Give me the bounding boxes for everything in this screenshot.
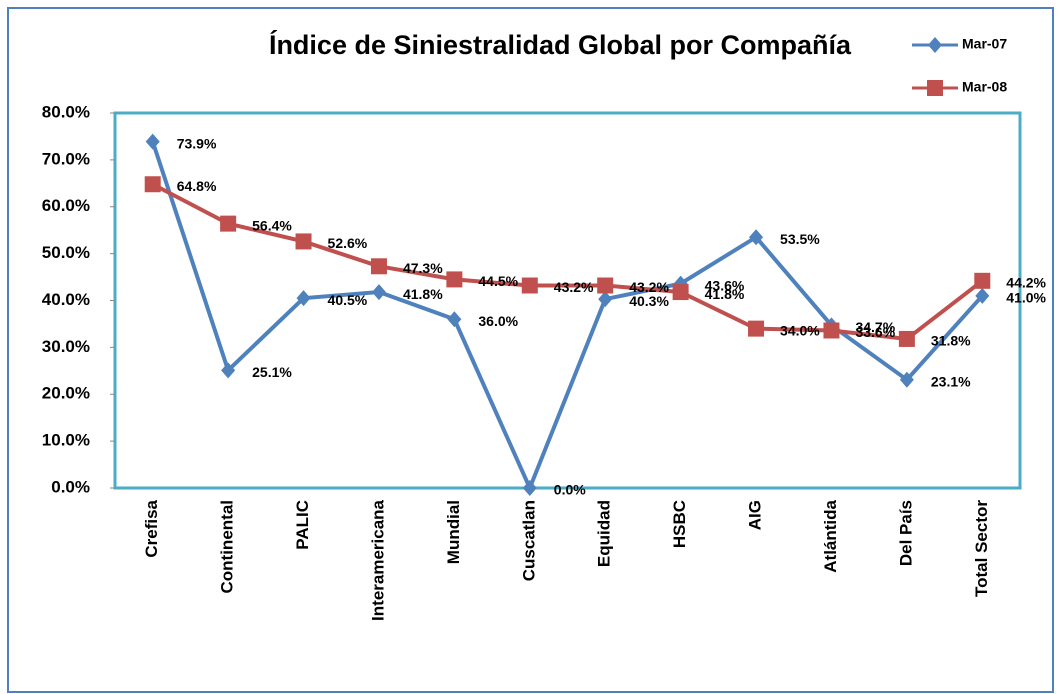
chart-title: Índice de Siniestralidad Global por Comp… bbox=[269, 29, 852, 60]
x-tick-label: AIG bbox=[746, 500, 765, 530]
data-label: 73.9% bbox=[177, 135, 217, 151]
data-point bbox=[522, 480, 537, 496]
data-label: 25.1% bbox=[252, 364, 292, 380]
data-label: 64.8% bbox=[177, 178, 217, 194]
y-tick-label: 20.0% bbox=[42, 384, 90, 403]
data-label: 43.6% bbox=[705, 277, 745, 293]
data-point bbox=[598, 291, 613, 308]
data-point bbox=[672, 284, 689, 301]
data-label: 40.3% bbox=[629, 293, 669, 309]
data-label: 43.2% bbox=[554, 279, 594, 295]
x-tick-label: Del País bbox=[896, 500, 915, 566]
data-label: 41.8% bbox=[705, 286, 745, 302]
data-point bbox=[597, 277, 614, 294]
data-point bbox=[521, 277, 538, 294]
data-point bbox=[446, 271, 463, 288]
series-line bbox=[150, 140, 984, 494]
x-tick-label: Interamericana bbox=[368, 499, 387, 620]
y-tick-label: 0.0% bbox=[51, 477, 90, 496]
data-label: 23.1% bbox=[931, 373, 971, 389]
data-point bbox=[144, 176, 161, 193]
y-tick-label: 50.0% bbox=[42, 243, 90, 262]
data-label: 41.8% bbox=[403, 286, 443, 302]
data-label: 52.6% bbox=[328, 235, 368, 251]
data-point bbox=[974, 272, 991, 289]
data-label: 0.0% bbox=[554, 482, 586, 498]
data-label: 31.8% bbox=[931, 333, 971, 349]
data-label: 41.0% bbox=[1006, 290, 1046, 306]
data-point bbox=[371, 284, 386, 301]
chart-frame bbox=[7, 7, 1054, 693]
data-point bbox=[145, 133, 160, 150]
x-tick-label: Continental bbox=[218, 500, 237, 594]
data-point bbox=[749, 229, 764, 246]
data-label: 53.5% bbox=[780, 231, 820, 247]
x-tick-label: Atlántida bbox=[821, 499, 840, 572]
legend-label: Mar-08 bbox=[962, 79, 1007, 95]
y-tick-label: 30.0% bbox=[42, 337, 90, 356]
data-point bbox=[975, 287, 990, 304]
data-label: 34.7% bbox=[855, 319, 895, 335]
series-line bbox=[151, 182, 984, 342]
x-tick-label: Total Sector bbox=[972, 500, 991, 597]
data-point bbox=[823, 322, 840, 339]
data-point bbox=[899, 371, 914, 388]
y-tick-label: 10.0% bbox=[42, 431, 90, 450]
data-label: 40.5% bbox=[328, 292, 368, 308]
data-point bbox=[748, 320, 765, 337]
legend-marker bbox=[927, 80, 943, 96]
x-tick-label: Crefisa bbox=[142, 499, 161, 557]
y-tick-label: 40.0% bbox=[42, 290, 90, 309]
data-label: 34.0% bbox=[780, 322, 820, 338]
x-tick-label: Mundial bbox=[444, 500, 463, 564]
x-tick-label: HSBC bbox=[670, 500, 689, 548]
data-label: 43.2% bbox=[629, 279, 669, 295]
data-label: 56.4% bbox=[252, 217, 292, 233]
data-point bbox=[295, 233, 312, 250]
data-label: 44.5% bbox=[478, 273, 518, 289]
data-label: 36.0% bbox=[478, 313, 518, 329]
x-tick-label: Equidad bbox=[595, 500, 614, 567]
data-point bbox=[220, 215, 237, 232]
x-tick-label: Cuscatlan bbox=[519, 500, 538, 581]
y-tick-label: 60.0% bbox=[42, 196, 90, 215]
data-label: 44.2% bbox=[1006, 275, 1046, 291]
data-point bbox=[296, 290, 311, 307]
data-label: 47.3% bbox=[403, 260, 443, 276]
y-tick-label: 80.0% bbox=[42, 102, 90, 121]
data-point bbox=[898, 330, 915, 347]
data-point bbox=[447, 311, 462, 328]
y-tick-label: 70.0% bbox=[42, 149, 90, 168]
data-label: 33.6% bbox=[855, 324, 895, 340]
legend-marker bbox=[928, 37, 942, 53]
data-point bbox=[221, 362, 236, 379]
data-point bbox=[370, 258, 387, 275]
x-tick-label: PALIC bbox=[293, 500, 312, 550]
legend-label: Mar-07 bbox=[962, 36, 1007, 52]
